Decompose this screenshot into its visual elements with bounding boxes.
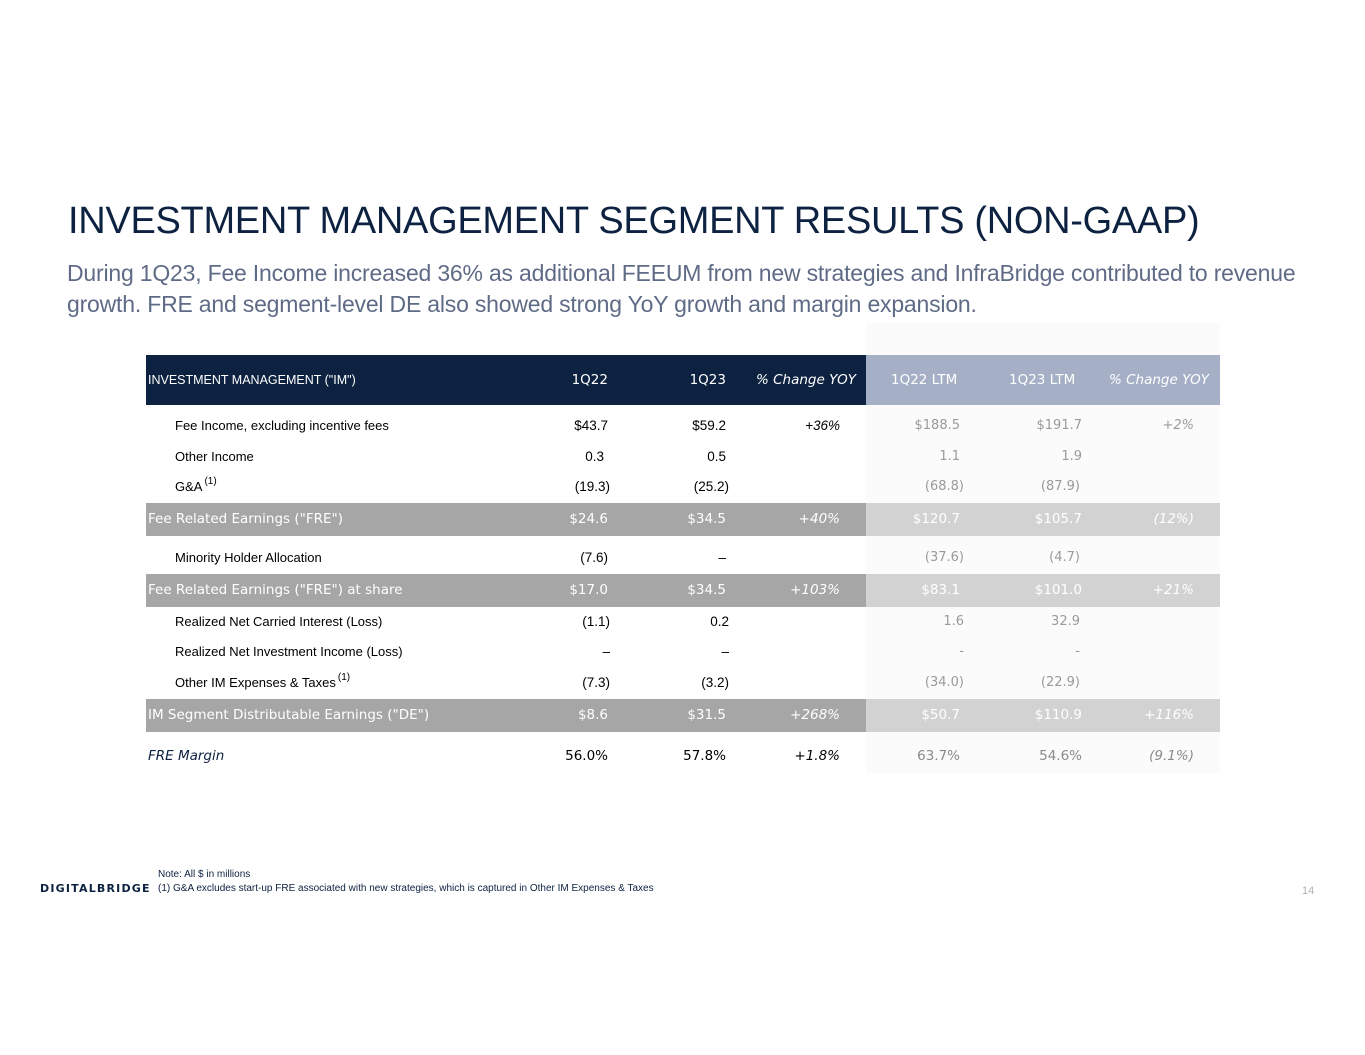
header-label: INVESTMENT MANAGEMENT ("IM") [148,373,356,387]
page-number: 14 [1302,885,1315,897]
header-1q23: 1Q23 [689,372,726,388]
page-title: INVESTMENT MANAGEMENT SEGMENT RESULTS (N… [68,200,1200,242]
table-row-im-segment-de: IM Segment Distributable Earnings ("DE")… [146,699,1220,732]
header-1q22: 1Q22 [571,372,608,388]
header-1q23-ltm: 1Q23 LTM [1009,372,1076,388]
table-row-fre-at-share: Fee Related Earnings ("FRE") at share $1… [146,574,1220,607]
header-change-yoy: % Change YOY [756,372,856,388]
footnote-units: Note: All $ in millions [158,869,251,880]
page-subtitle: During 1Q23, Fee Income increased 36% as… [67,260,1296,317]
header-ltm-change-yoy: % Change YOY [1109,372,1209,388]
footnote-1: (1) G&A excludes start-up FRE associated… [158,883,654,894]
company-logo: DIGITALBRIDGE [40,882,151,895]
table-row-fre: Fee Related Earnings ("FRE") $24.6 $34.5… [146,503,1220,536]
table-header: INVESTMENT MANAGEMENT ("IM") 1Q22 1Q23 %… [146,355,1220,405]
header-1q22-ltm: 1Q22 LTM [891,372,958,388]
